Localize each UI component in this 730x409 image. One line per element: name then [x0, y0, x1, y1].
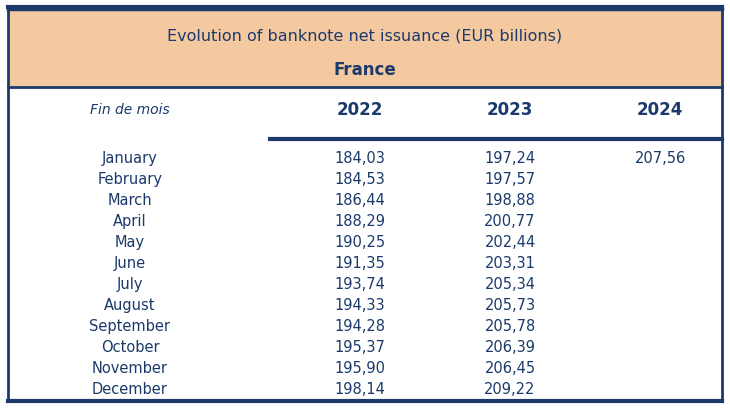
Text: 194,28: 194,28 — [334, 318, 385, 333]
Text: 2022: 2022 — [337, 101, 383, 119]
Text: 206,39: 206,39 — [485, 339, 536, 354]
Text: 200,77: 200,77 — [484, 213, 536, 229]
Text: July: July — [117, 276, 143, 291]
Text: 195,37: 195,37 — [334, 339, 385, 354]
Text: 184,03: 184,03 — [334, 151, 385, 166]
Text: Fin de mois: Fin de mois — [90, 103, 170, 117]
Text: 205,73: 205,73 — [485, 297, 536, 312]
Text: 203,31: 203,31 — [485, 255, 535, 270]
Text: 197,57: 197,57 — [485, 172, 536, 187]
Text: February: February — [98, 172, 163, 187]
Text: 195,90: 195,90 — [334, 360, 385, 375]
Text: May: May — [115, 234, 145, 249]
Text: 205,78: 205,78 — [485, 318, 536, 333]
Text: 202,44: 202,44 — [485, 234, 536, 249]
Text: January: January — [102, 151, 158, 166]
Text: 188,29: 188,29 — [334, 213, 385, 229]
Text: 184,53: 184,53 — [334, 172, 385, 187]
Text: March: March — [108, 193, 153, 207]
Text: 186,44: 186,44 — [334, 193, 385, 207]
Text: 190,25: 190,25 — [334, 234, 385, 249]
Text: 209,22: 209,22 — [484, 381, 536, 396]
Text: 191,35: 191,35 — [334, 255, 385, 270]
Bar — [8, 8, 722, 88]
Text: 197,24: 197,24 — [485, 151, 536, 166]
Text: October: October — [101, 339, 159, 354]
Text: Evolution of banknote net issuance (EUR billions): Evolution of banknote net issuance (EUR … — [167, 29, 563, 43]
Text: 194,33: 194,33 — [334, 297, 385, 312]
Text: 2024: 2024 — [637, 101, 683, 119]
Text: 206,45: 206,45 — [485, 360, 536, 375]
Text: April: April — [113, 213, 147, 229]
Text: December: December — [92, 381, 168, 396]
Text: 198,14: 198,14 — [334, 381, 385, 396]
Text: August: August — [104, 297, 155, 312]
Text: 205,34: 205,34 — [485, 276, 536, 291]
Text: 198,88: 198,88 — [485, 193, 535, 207]
Text: France: France — [334, 61, 396, 79]
Text: 193,74: 193,74 — [334, 276, 385, 291]
Text: 207,56: 207,56 — [634, 151, 685, 166]
Text: June: June — [114, 255, 146, 270]
Text: November: November — [92, 360, 168, 375]
Text: 2023: 2023 — [487, 101, 533, 119]
Text: September: September — [90, 318, 171, 333]
